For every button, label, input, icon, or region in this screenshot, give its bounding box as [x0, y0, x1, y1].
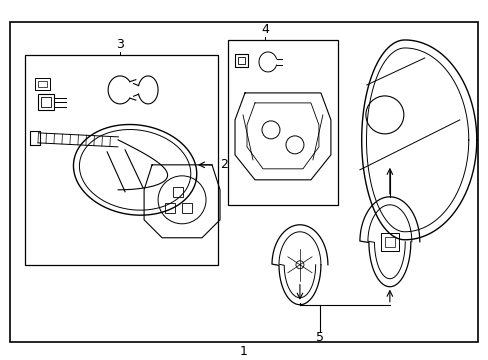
Bar: [227, 40, 337, 205]
Text: 2: 2: [220, 158, 227, 171]
Bar: [35, 78, 50, 90]
Bar: [173, 187, 183, 197]
Bar: [38, 81, 47, 87]
Bar: [238, 57, 244, 64]
Bar: [25, 55, 218, 265]
Bar: [41, 97, 51, 107]
Text: 1: 1: [240, 345, 247, 358]
Bar: [38, 94, 54, 110]
Bar: [165, 203, 175, 213]
Bar: [182, 203, 192, 213]
Text: 5: 5: [315, 331, 323, 344]
Text: 4: 4: [261, 23, 268, 36]
Bar: [384, 237, 394, 247]
Bar: [235, 54, 247, 67]
Text: 3: 3: [116, 39, 124, 51]
Bar: [380, 233, 398, 251]
Bar: [10, 22, 477, 342]
